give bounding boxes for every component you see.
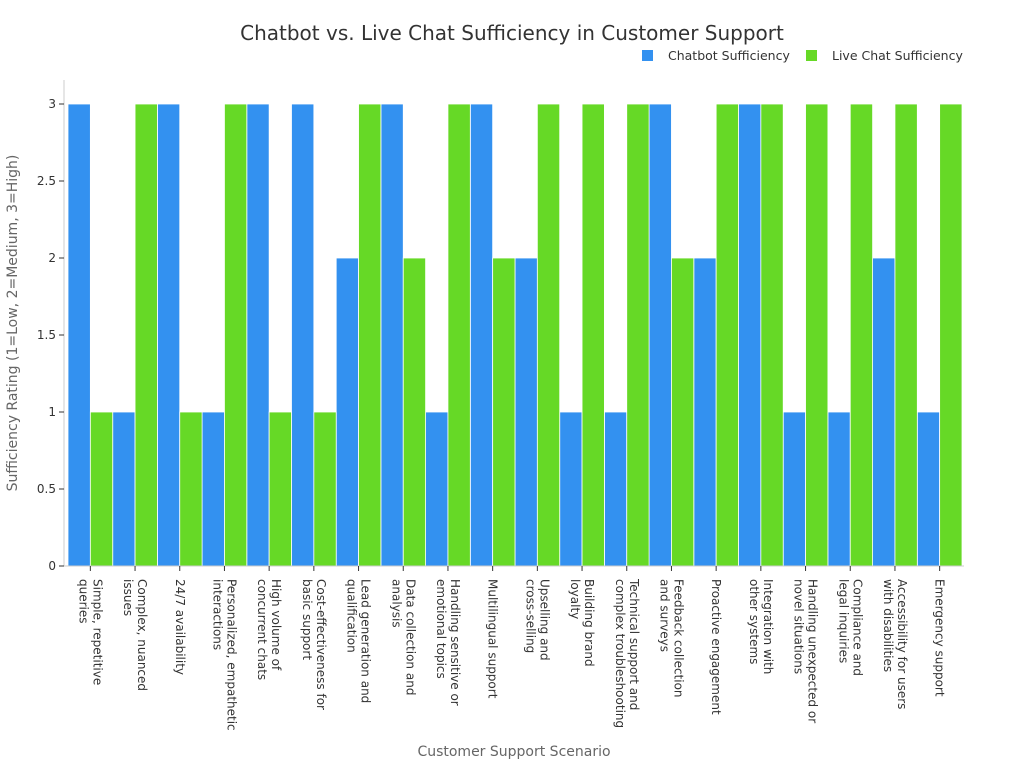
x-tick-label: Accessibility for userswith disabilities: [881, 579, 909, 709]
x-tick-label: Technical support andcomplex troubleshoo…: [613, 578, 641, 728]
legend: Chatbot Sufficiency Live Chat Sufficienc…: [642, 48, 963, 63]
chatbot-bar-9: [425, 411, 449, 567]
chatbot-bar-1: [67, 103, 91, 567]
x-tick-label: Emergency support: [933, 579, 947, 697]
x-tick-label: Data collection andanalysis: [389, 579, 417, 695]
x-tick-label: Building brandloyalty: [568, 579, 596, 667]
x-tick-label: Upselling andcross-selling: [523, 579, 551, 661]
x-tick-label: Simple, repetitivequeries: [76, 579, 104, 685]
y-tick-label: 2.5: [37, 174, 56, 188]
y-tick-label: 1: [48, 405, 56, 419]
x-tick-label: Compliance andlegal inquiries: [836, 579, 864, 676]
x-tick-label: Complex, nuancedissues: [121, 579, 149, 691]
live-chat-bar-5: [268, 411, 292, 567]
x-tick-label: Handling sensitive oremotional topics: [434, 579, 462, 706]
chatbot-bar-20: [916, 411, 941, 567]
x-tick-label: 24/7 availability: [173, 579, 187, 675]
live-chat-bar-14: [671, 257, 695, 567]
x-tick-label: Handling unexpected ornovel situations: [792, 579, 820, 723]
chatbot-bar-10: [469, 103, 494, 567]
legend-swatch-live-chat: [806, 50, 817, 61]
y-ticks: 0 0.5 1 1.5 2 2.5 3: [37, 97, 64, 573]
chatbot-bar-3: [156, 103, 181, 567]
chatbot-bar-15: [693, 257, 717, 567]
live-chat-bar-17: [805, 103, 829, 567]
chatbot-bar-13: [604, 411, 628, 567]
live-chat-bar-6: [313, 411, 337, 567]
legend-label-live-chat: Live Chat Sufficiency: [832, 48, 963, 63]
live-chat-bar-10: [492, 257, 516, 567]
y-tick-label: 2: [48, 251, 56, 265]
x-tick-label: Cost-effectiveness forbasic support: [300, 579, 328, 710]
chatbot-bar-11: [514, 257, 538, 567]
live-chat-bar-9: [447, 103, 471, 567]
chatbot-bar-4: [201, 411, 225, 567]
y-tick-label: 0: [48, 559, 56, 573]
chart-title: Chatbot vs. Live Chat Sufficiency in Cus…: [240, 21, 784, 45]
x-tick-label: Lead generation andqualification: [345, 579, 373, 703]
live-chat-bar-4: [224, 103, 248, 567]
live-chat-bar-19: [894, 103, 918, 567]
chatbot-bar-17: [782, 411, 806, 567]
x-tick-label: High volume ofconcurrent chats: [255, 579, 283, 680]
chatbot-bar-7: [335, 257, 359, 567]
live-chat-bar-7: [358, 103, 382, 567]
live-chat-bar-3: [179, 411, 203, 567]
x-tick-label: Proactive engagement: [709, 579, 723, 715]
chatbot-bar-12: [559, 411, 583, 567]
x-tick-label: Feedback collectionand surveys: [657, 579, 685, 698]
live-chat-bar-1: [89, 411, 114, 567]
live-chat-bar-11: [536, 103, 561, 567]
legend-swatch-chatbot: [642, 50, 653, 61]
live-chat-bar-18: [849, 103, 874, 567]
live-chat-bar-13: [626, 103, 650, 567]
y-tick-label: 1.5: [37, 328, 56, 342]
legend-label-chatbot: Chatbot Sufficiency: [668, 48, 790, 63]
x-axis-title: Customer Support Scenario: [417, 744, 610, 760]
chatbot-bar-18: [827, 411, 851, 567]
live-chat-bar-12: [581, 103, 605, 567]
bars-layer: [67, 103, 963, 567]
live-chat-bar-15: [715, 103, 739, 567]
live-chat-bar-16: [760, 103, 784, 567]
chatbot-bar-16: [738, 103, 762, 567]
x-tick-labels: Simple, repetitivequeries Complex, nuance…: [76, 566, 947, 731]
y-tick-label: 0.5: [37, 482, 56, 496]
x-tick-label: Multilingual support: [486, 579, 500, 699]
y-axis-title: Sufficiency Rating (1=Low, 2=Medium, 3=H…: [5, 155, 21, 492]
x-tick-label: Integration withother systems: [747, 579, 775, 674]
chatbot-bar-6: [291, 103, 315, 567]
chatbot-bar-8: [380, 103, 404, 567]
y-tick-label: 3: [48, 97, 56, 111]
live-chat-bar-20: [939, 103, 963, 567]
chatbot-bar-19: [872, 257, 896, 567]
chatbot-bar-2: [112, 411, 136, 567]
live-chat-bar-2: [134, 103, 158, 567]
x-tick-label: Personalized, empatheticinteractions: [210, 579, 238, 731]
chatbot-bar-5: [246, 103, 270, 567]
live-chat-bar-8: [402, 257, 427, 567]
chatbot-bar-14: [648, 103, 672, 567]
